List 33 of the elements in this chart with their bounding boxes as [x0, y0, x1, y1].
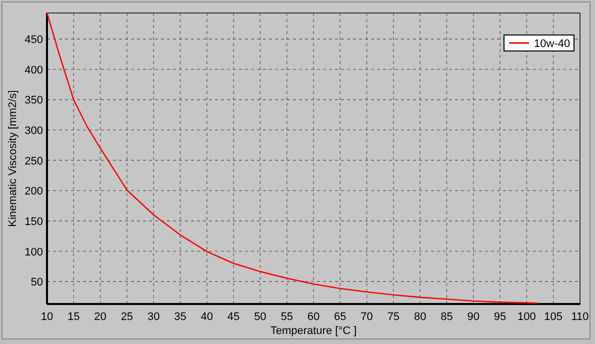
x-tick-label: 95 [494, 311, 506, 323]
x-tick-label: 80 [414, 311, 426, 323]
y-tick-label: 50 [30, 276, 43, 289]
x-tick-label: 90 [467, 311, 480, 323]
y-tick-label: 250 [24, 155, 43, 168]
x-tick-label: 70 [360, 311, 373, 323]
x-tick-label: 105 [544, 311, 563, 323]
y-tick-label: 350 [24, 94, 43, 107]
x-tick-label: 100 [518, 311, 536, 323]
y-tick-label: 300 [24, 125, 43, 138]
x-tick-label: 35 [174, 311, 186, 323]
x-tick-label: 30 [147, 311, 160, 323]
y-tick-label: 100 [24, 246, 43, 258]
y-tick-label: 400 [24, 64, 43, 76]
x-tick-label: 15 [68, 311, 80, 323]
x-tick-label: 25 [120, 311, 134, 323]
x-tick-label: 65 [334, 311, 346, 323]
x-tick-label: 85 [440, 311, 453, 323]
x-tick-label: 75 [387, 311, 400, 323]
x-tick-label: 10 [40, 311, 54, 323]
y-tick-label: 450 [24, 34, 43, 46]
x-tick-label: 55 [280, 311, 293, 323]
x-tick-label: 40 [200, 311, 214, 323]
x-tick-label: 50 [254, 311, 266, 323]
y-tick-label: 200 [24, 186, 43, 198]
legend-label: 10w-40 [534, 38, 570, 50]
y-tick-label: 150 [24, 216, 43, 228]
x-tick-label: 60 [307, 311, 320, 323]
x-axis-title: Temperature [°C ] [270, 325, 357, 337]
x-tick-label: 110 [571, 311, 589, 323]
y-axis-title: Kinematic Viscosity [mm2/s] [7, 90, 19, 227]
x-tick-label: 20 [94, 311, 106, 323]
x-tick-label: 45 [227, 311, 240, 323]
